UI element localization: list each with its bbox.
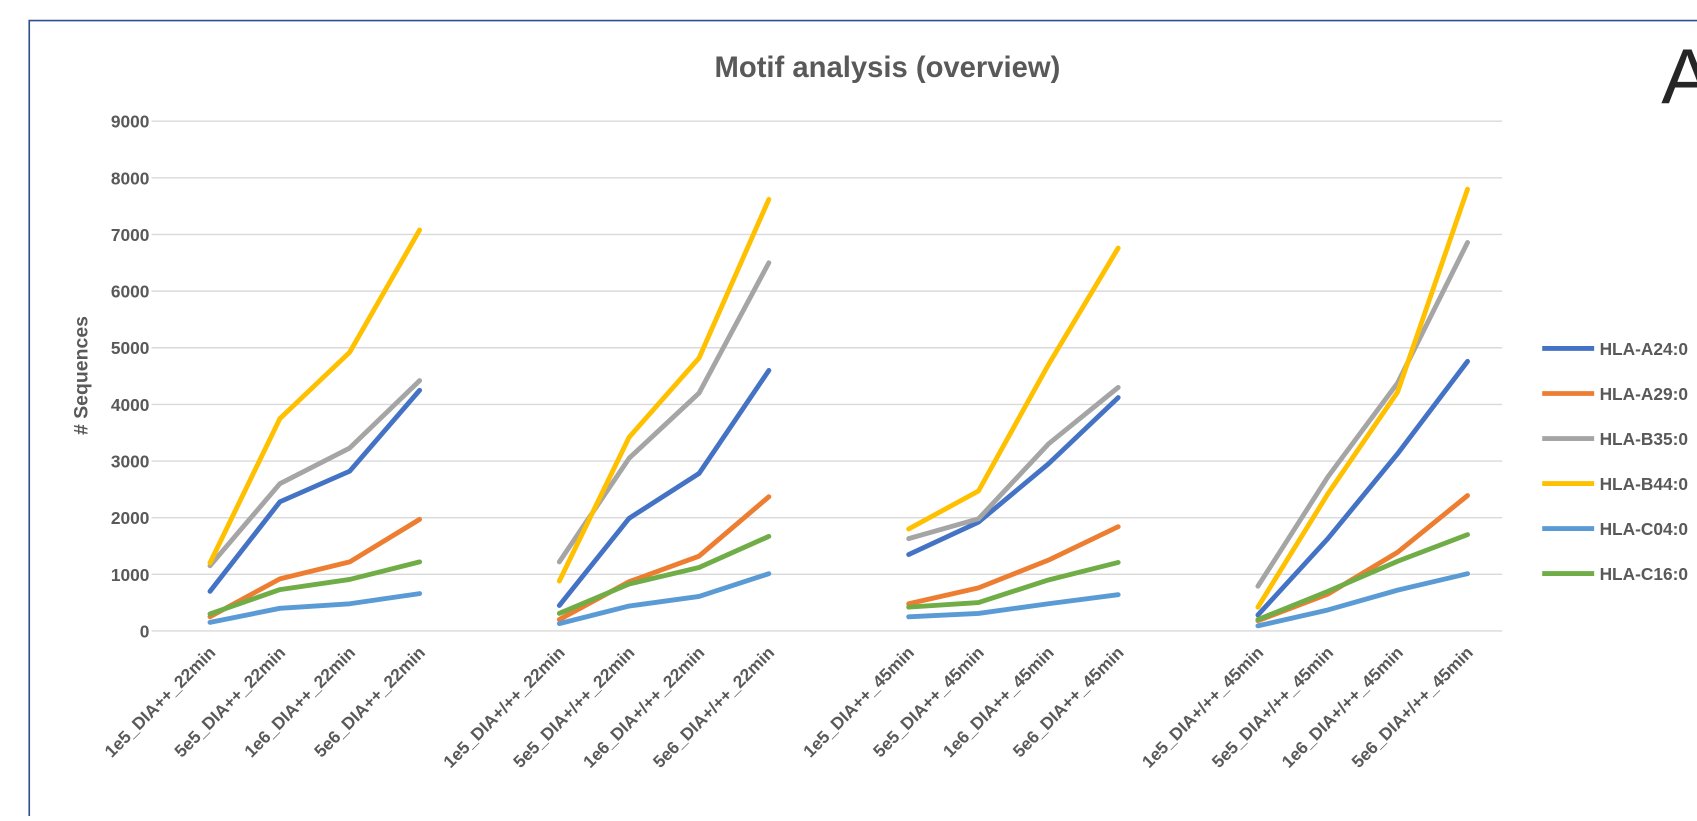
- legend-label: HLA-C16:0: [1600, 564, 1688, 584]
- frame: [28, 19, 1697, 821]
- panel-label: A: [1661, 32, 1697, 120]
- series-line: [207, 571, 1470, 629]
- y-tick-label: 4000: [111, 395, 149, 415]
- y-tick-label: 2000: [111, 508, 149, 528]
- y-tick-label: 1000: [111, 565, 149, 585]
- y-axis-label: # Sequences: [71, 316, 93, 435]
- series-line: [207, 239, 1470, 589]
- legend-label: HLA-C04:0: [1600, 519, 1688, 539]
- y-tick-label: 3000: [111, 452, 149, 472]
- series-line: [207, 493, 1470, 624]
- y-tick-label: 9000: [111, 112, 149, 132]
- legend-label: HLA-A24:0: [1600, 339, 1688, 359]
- y-tick-label: 5000: [111, 338, 149, 358]
- series-line: [207, 532, 1470, 623]
- legend-label: HLA-A29:0: [1600, 384, 1688, 404]
- y-tick-label: 6000: [111, 282, 149, 302]
- chart-title: Motif analysis (overview): [715, 52, 1061, 84]
- legend-label: HLA-B35:0: [1600, 429, 1688, 449]
- y-tick-label: 7000: [111, 225, 149, 245]
- y-tick-label: 8000: [111, 168, 149, 188]
- series-line: [207, 186, 1470, 610]
- series-line: [207, 358, 1470, 618]
- legend-label: HLA-B44:0: [1600, 474, 1688, 494]
- y-tick-label: 0: [140, 621, 150, 641]
